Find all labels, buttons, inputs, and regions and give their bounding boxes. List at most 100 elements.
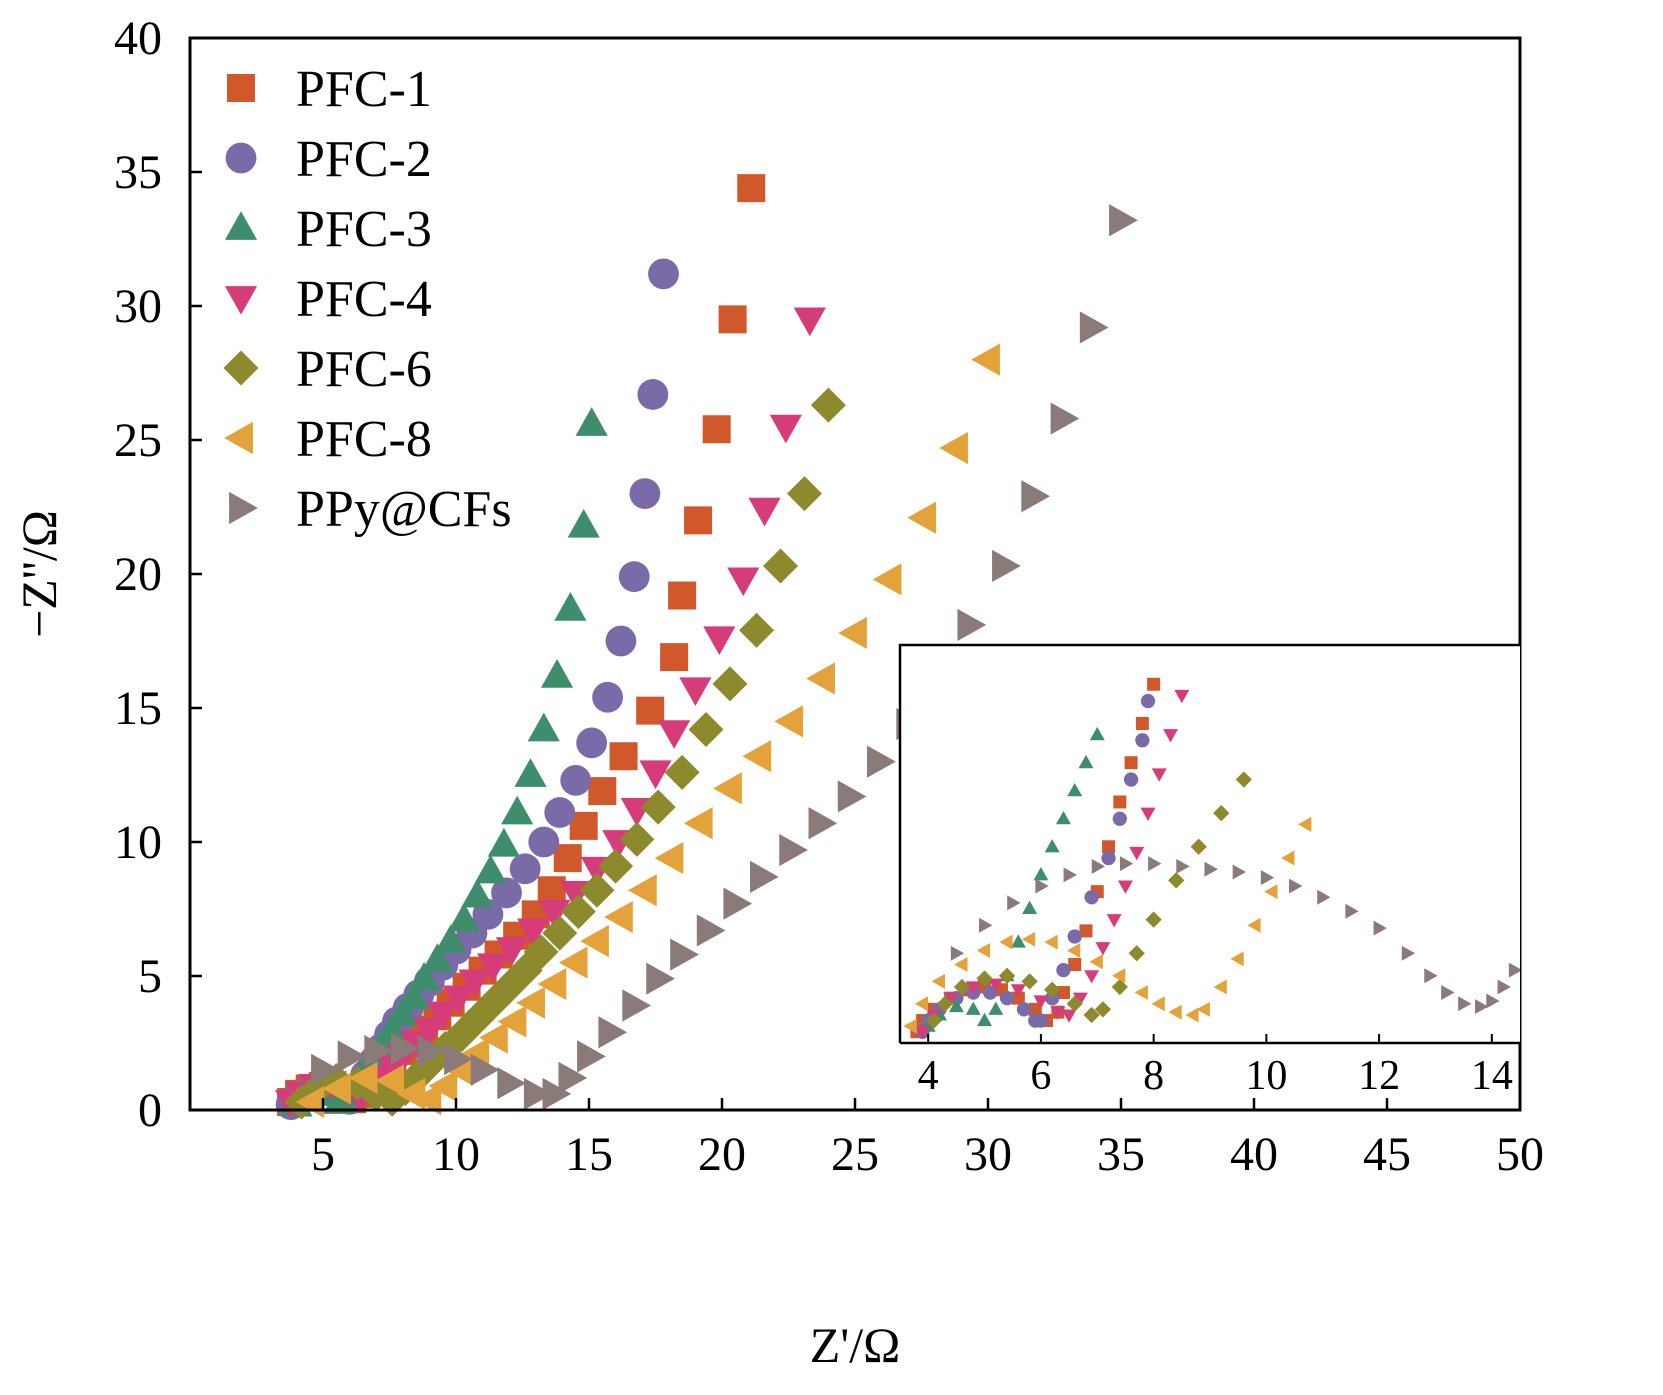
point-pfc-1 xyxy=(609,742,638,771)
inset-point-pfc-6 xyxy=(1128,945,1145,962)
point-ppy-cfs xyxy=(992,549,1021,583)
inset-point-pfc-8 xyxy=(1134,985,1148,1001)
point-pfc-1 xyxy=(684,506,713,535)
point-pfc-8 xyxy=(971,343,1000,376)
point-pfc-8 xyxy=(537,967,567,1001)
inset-point-ppy-cfs xyxy=(1317,889,1331,905)
inset-point-pfc-6 xyxy=(1094,1001,1112,1018)
x-tick-label: 35 xyxy=(1097,1128,1145,1181)
inset-point-ppy-cfs xyxy=(1289,878,1303,894)
point-pfc-4 xyxy=(517,918,550,948)
point-pfc-1 xyxy=(537,876,566,905)
inset-point-ppy-cfs xyxy=(1458,996,1472,1012)
point-ppy-cfs xyxy=(750,860,779,893)
inset-point-pfc-8 xyxy=(1185,1007,1199,1023)
point-pfc-2 xyxy=(491,877,522,909)
inset-point-pfc-6 xyxy=(1145,911,1162,928)
point-pfc-3 xyxy=(514,758,547,787)
point-ppy-cfs xyxy=(670,938,699,971)
point-pfc-8 xyxy=(479,1021,508,1054)
point-ppy-cfs xyxy=(311,1053,340,1086)
main-axis-ticks: 5 10 15 20 25 30 35 40 45 50 0 5 10 15 20 25 30 35 40 xyxy=(114,12,1544,1181)
point-pfc-2 xyxy=(528,826,560,858)
point-ppy-cfs xyxy=(837,780,867,813)
inset-point-ppy-cfs xyxy=(1441,985,1455,1001)
inset-point-pfc-3 xyxy=(977,1012,993,1027)
inset-point-pfc-8 xyxy=(954,957,968,972)
legend-marker-pfc-4 xyxy=(224,286,258,315)
inset-point-ppy-cfs xyxy=(1176,858,1190,874)
point-pfc-4 xyxy=(679,677,712,707)
inset-point-pfc-2 xyxy=(1084,890,1099,905)
legend-label: PFC-2 xyxy=(296,131,432,188)
point-pfc-1 xyxy=(718,305,747,334)
inset-x-tick-label: 4 xyxy=(918,1053,939,1099)
inset-point-pfc-3 xyxy=(1067,782,1083,797)
point-pfc-2 xyxy=(592,681,624,713)
point-ppy-cfs xyxy=(523,1077,553,1111)
inset-point-ppy-cfs xyxy=(1497,979,1511,995)
inset-point-pfc-2 xyxy=(1135,733,1150,748)
inset-point-pfc-8 xyxy=(976,943,991,958)
x-tick-label: 50 xyxy=(1496,1128,1544,1181)
point-ppy-cfs xyxy=(1109,204,1138,237)
point-ppy-cfs xyxy=(867,745,896,778)
inset-point-pfc-4 xyxy=(1117,880,1133,894)
point-pfc-6 xyxy=(619,821,655,857)
point-pfc-3 xyxy=(407,961,441,991)
legend-item-pfc-1: PFC-1 xyxy=(227,61,432,118)
point-ppy-cfs xyxy=(364,1034,393,1068)
point-pfc-6 xyxy=(664,754,700,790)
point-pfc-4 xyxy=(442,985,475,1015)
inset-point-pfc-8 xyxy=(1066,943,1081,958)
point-ppy-cfs xyxy=(444,1042,473,1076)
point-pfc-3 xyxy=(447,902,481,932)
y-tick-label: 0 xyxy=(138,1084,162,1137)
inset-point-pfc-3 xyxy=(1055,810,1071,825)
point-pfc-4 xyxy=(426,1001,459,1031)
point-pfc-3 xyxy=(386,996,419,1026)
inset-point-pfc-2 xyxy=(983,985,998,1000)
point-pfc-6 xyxy=(688,711,724,747)
point-pfc-4 xyxy=(703,626,736,656)
inset-point-pfc-4 xyxy=(1061,1009,1077,1023)
inset-point-ppy-cfs xyxy=(1063,867,1077,883)
inset-point-pfc-6 xyxy=(1168,872,1185,889)
point-pfc-4 xyxy=(658,720,691,749)
legend-label: PPy@CFs xyxy=(296,481,512,538)
legend-item-pfc-2: PFC-2 xyxy=(225,131,432,188)
point-pfc-6 xyxy=(810,387,846,423)
inset-point-pfc-1 xyxy=(1079,924,1093,938)
inset-point-pfc-2 xyxy=(1112,811,1127,826)
legend-marker-pfc-6 xyxy=(223,350,259,386)
point-pfc-3 xyxy=(461,878,494,908)
inset-series-ppy-cfs xyxy=(950,856,1520,1015)
point-pfc-8 xyxy=(774,705,804,738)
inset-point-pfc-6 xyxy=(925,1012,942,1029)
x-tick-label: 20 xyxy=(698,1128,746,1181)
inset-point-pfc-6 xyxy=(1111,978,1128,996)
inset-point-pfc-8 xyxy=(1112,968,1126,984)
point-ppy-cfs xyxy=(497,1067,526,1100)
point-pfc-1 xyxy=(636,696,665,725)
inset-point-ppy-cfs xyxy=(1260,870,1275,886)
inset-point-pfc-2 xyxy=(1067,929,1082,944)
point-pfc-8 xyxy=(654,841,684,875)
point-pfc-1 xyxy=(668,581,697,610)
x-tick-label: 45 xyxy=(1363,1128,1411,1181)
point-pfc-6 xyxy=(598,848,634,884)
legend-marker-pfc-1 xyxy=(227,74,255,102)
point-pfc-8 xyxy=(683,807,713,840)
inset-point-pfc-6 xyxy=(1190,838,1207,855)
inset-point-pfc-8 xyxy=(1089,954,1103,970)
inset-point-pfc-2 xyxy=(1045,991,1060,1006)
point-pfc-3 xyxy=(540,659,574,688)
inset-point-pfc-4 xyxy=(965,981,981,995)
inset-point-pfc-2 xyxy=(999,991,1015,1006)
point-pfc-3 xyxy=(397,980,430,1010)
inset-point-pfc-3 xyxy=(965,1001,981,1015)
inset-point-pfc-6 xyxy=(1044,981,1061,998)
inset-point-pfc-1 xyxy=(1113,795,1127,809)
inset-point-pfc-8 xyxy=(1281,850,1295,866)
